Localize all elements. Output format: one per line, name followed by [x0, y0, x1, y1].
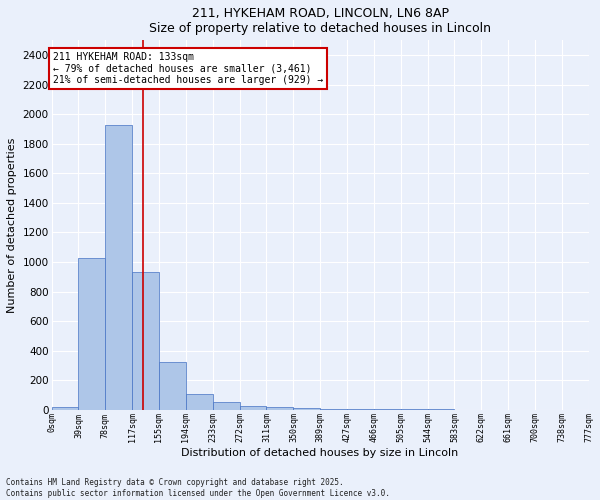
Bar — [52, 407, 79, 410]
Text: Contains HM Land Registry data © Crown copyright and database right 2025.
Contai: Contains HM Land Registry data © Crown c… — [6, 478, 390, 498]
Bar — [266, 407, 293, 410]
Bar — [320, 408, 347, 410]
X-axis label: Distribution of detached houses by size in Lincoln: Distribution of detached houses by size … — [181, 448, 458, 458]
Bar — [347, 409, 374, 410]
Bar — [212, 402, 239, 409]
Title: 211, HYKEHAM ROAD, LINCOLN, LN6 8AP
Size of property relative to detached houses: 211, HYKEHAM ROAD, LINCOLN, LN6 8AP Size… — [149, 7, 491, 35]
Bar — [158, 362, 185, 410]
Bar — [133, 272, 158, 409]
Bar — [106, 124, 133, 410]
Bar — [293, 408, 320, 410]
Y-axis label: Number of detached properties: Number of detached properties — [7, 138, 17, 312]
Bar — [239, 406, 266, 409]
Text: 211 HYKEHAM ROAD: 133sqm
← 79% of detached houses are smaller (3,461)
21% of sem: 211 HYKEHAM ROAD: 133sqm ← 79% of detach… — [53, 52, 323, 86]
Bar — [185, 394, 212, 409]
Bar — [79, 258, 106, 410]
